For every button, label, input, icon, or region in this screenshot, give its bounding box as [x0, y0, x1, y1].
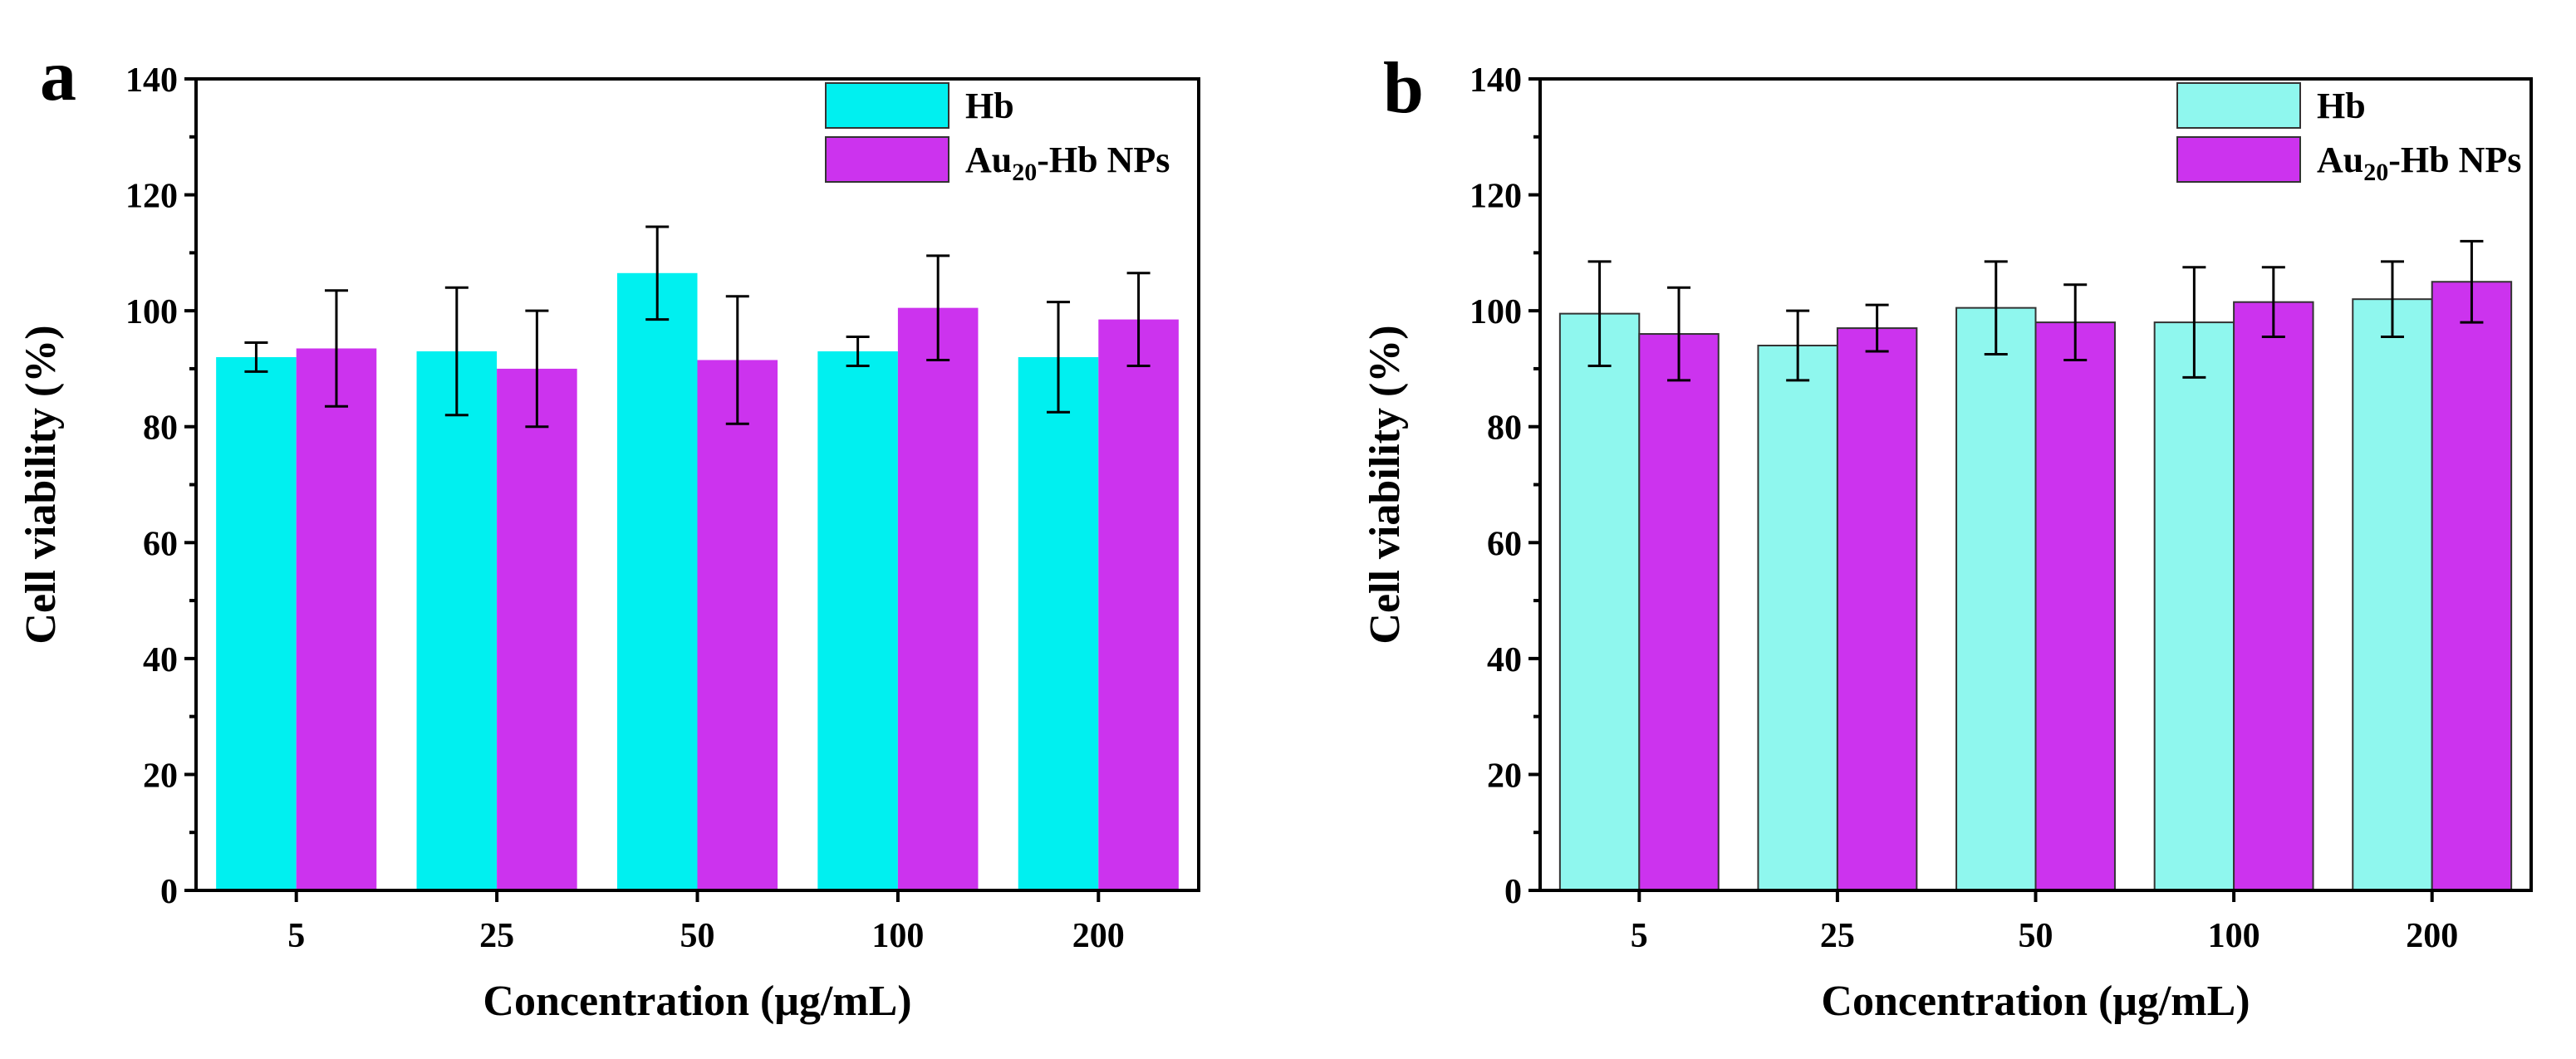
y-tick-label-100: 100: [125, 293, 178, 331]
y-tick-label-60: 60: [1487, 525, 1522, 563]
x-tick-label-50: 50: [680, 917, 715, 955]
x-tick-label-5: 5: [1631, 917, 1648, 955]
legend-swatch-au20-hb-nps: [2176, 136, 2301, 183]
bar-hb-200: [1018, 356, 1099, 890]
bar-au20-hb-nps-100: [2233, 301, 2314, 891]
bar-au20-hb-nps-5: [296, 348, 377, 891]
x-tick-label-50: 50: [2019, 917, 2053, 955]
x-tick-label-25: 25: [1820, 917, 1855, 955]
bar-au20-hb-nps-50: [697, 360, 778, 891]
y-tick-label-80: 80: [1487, 409, 1522, 448]
y-tick-label-40: 40: [1487, 641, 1522, 679]
y-tick-label-20: 20: [143, 757, 178, 795]
x-tick-label-100: 100: [871, 917, 924, 955]
bar-hb-25: [1757, 345, 1838, 891]
legend-swatch-hb: [2176, 82, 2301, 129]
y-tick-label-20: 20: [1487, 757, 1522, 795]
y-axis-title: Cell viability (%): [1362, 325, 1409, 644]
y-tick-label-120: 120: [125, 178, 178, 216]
legend-swatch-au20-hb-nps: [825, 136, 949, 183]
y-tick-label-60: 60: [143, 525, 178, 563]
legend-swatch-hb: [825, 82, 949, 129]
bar-au20-hb-nps-5: [1638, 333, 1720, 891]
bar-hb-5: [1558, 312, 1641, 891]
chart-panel-b: b 5 25 50 100 200 0 20 40 60 80 100 120 140 Concentrat…: [1362, 48, 2533, 1025]
bar-hb-50: [1955, 306, 2037, 891]
bar-au20-hb-nps-100: [897, 307, 979, 890]
legend-label-hb: Hb: [965, 86, 1014, 126]
x-tick-label-100: 100: [2208, 917, 2260, 955]
bar-hb-5: [216, 356, 297, 890]
y-tick-label-140: 140: [125, 61, 178, 100]
x-axis-title: Concentration (μg/mL): [483, 978, 911, 1025]
bar-hb-100: [2153, 321, 2235, 892]
panel-letter: b: [1383, 48, 1424, 129]
x-tick-label-200: 200: [2406, 917, 2458, 955]
y-tick-label-80: 80: [143, 409, 178, 448]
legend-label-hb: Hb: [2317, 86, 2366, 126]
legend-label-au20-hb-nps: Au20-Hb NPs: [2317, 140, 2521, 186]
plot-frame: [1538, 77, 2533, 892]
plot-frame: [194, 77, 1200, 892]
bar-hb-100: [817, 351, 898, 890]
y-tick-label-0: 0: [160, 873, 178, 911]
y-axis-title: Cell viability (%): [17, 325, 65, 644]
x-tick-label-200: 200: [1072, 917, 1125, 955]
y-tick-label-120: 120: [1470, 178, 1522, 216]
legend-label-au20-hb-nps: Au20-Hb NPs: [965, 140, 1170, 186]
y-tick-label-40: 40: [143, 641, 178, 679]
bar-hb-200: [2352, 298, 2433, 891]
y-tick-label-140: 140: [1470, 61, 1522, 100]
bar-au20-hb-nps-200: [2431, 281, 2513, 891]
bar-au20-hb-nps-25: [497, 368, 577, 890]
bar-hb-50: [616, 272, 698, 891]
bar-hb-25: [416, 351, 498, 890]
x-tick-label-5: 5: [287, 917, 305, 955]
x-tick-label-25: 25: [479, 917, 514, 955]
x-axis-title: Concentration (μg/mL): [1821, 978, 2250, 1025]
bar-au20-hb-nps-25: [1836, 327, 1918, 892]
bar-au20-hb-nps-50: [2034, 321, 2116, 892]
y-tick-label-100: 100: [1470, 293, 1522, 331]
y-tick-label-0: 0: [1504, 873, 1522, 911]
panel-letter: a: [40, 36, 76, 116]
chart-panel-a: a 5 25 50 100 200 0 20 40 60 80 100 120 140 Concentrat…: [17, 36, 1200, 1025]
bar-au20-hb-nps-200: [1098, 319, 1179, 890]
